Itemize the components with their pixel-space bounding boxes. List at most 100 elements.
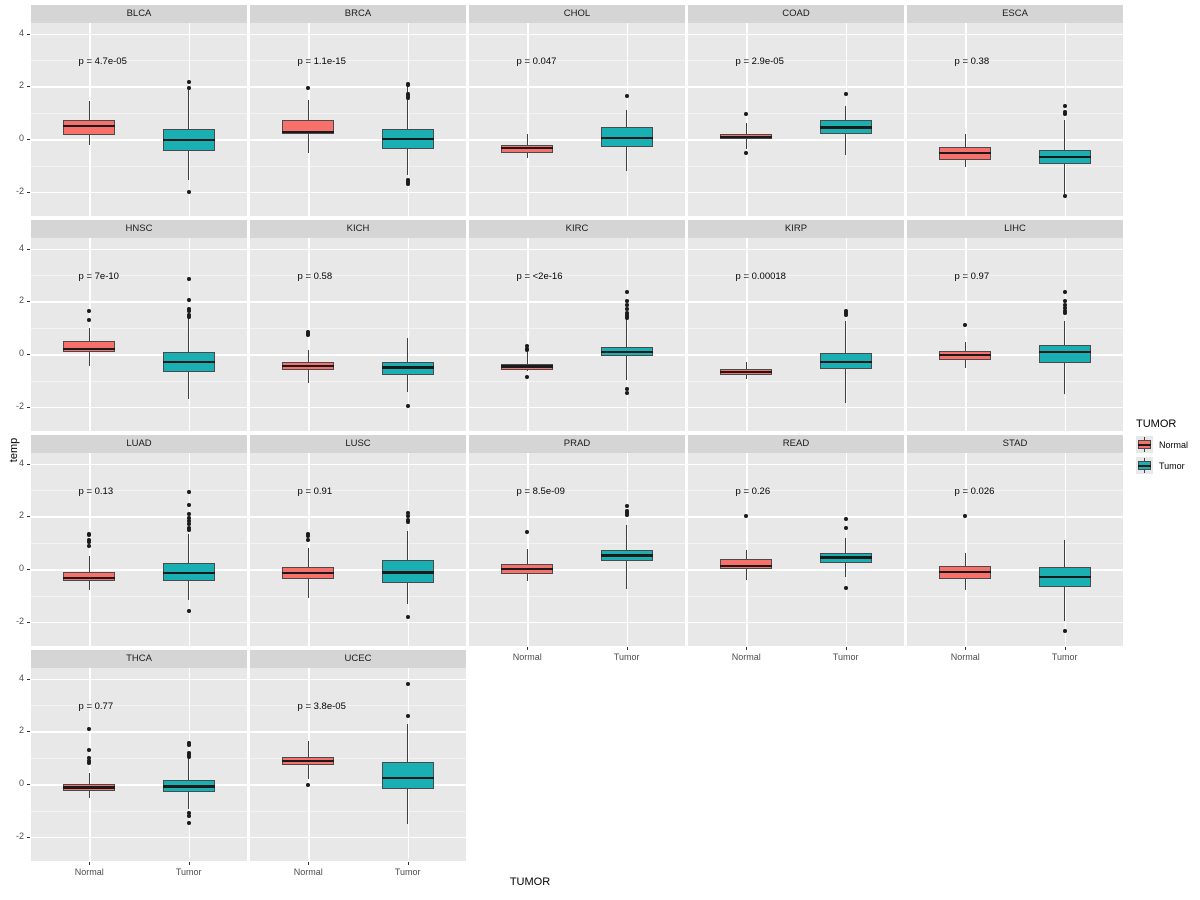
gridline-major-y: [31, 516, 247, 518]
boxplot-median-line: [282, 130, 335, 133]
gridline-major-y: [31, 569, 247, 571]
facet-strip-label: KICH: [250, 220, 466, 238]
gridline-minor-y: [31, 705, 247, 706]
y-tick-label: -2: [15, 616, 24, 627]
facet-strip-label: HNSC: [31, 220, 247, 238]
boxplot-outlier-point: [1062, 628, 1067, 633]
boxplot-outlier-point: [624, 306, 629, 311]
boxplot-box-tumor: [381, 761, 434, 790]
boxplot-outlier-point: [87, 317, 92, 322]
gridline-major-y: [31, 33, 247, 35]
gridline-major-y: [250, 33, 466, 35]
gridline-minor-y: [31, 275, 247, 276]
legend-item-normal[interactable]: Normal: [1136, 436, 1188, 453]
boxplot-median-line: [819, 126, 872, 129]
gridline-major-x-normal: [965, 453, 967, 646]
boxplot-outlier-point: [306, 333, 311, 338]
boxplot-median-line: [1038, 576, 1091, 579]
gridline-major-y: [469, 516, 685, 518]
y-tick-mark: [27, 407, 30, 409]
plot-area: p = 0.047: [469, 23, 685, 216]
boxplot-outlier-point: [843, 526, 848, 531]
gridline-major-y: [907, 139, 1123, 141]
boxplot-box-normal: [720, 559, 773, 570]
gridline-minor-y: [250, 112, 466, 114]
legend: TUMOR Normal Tumor: [1136, 418, 1188, 478]
gridline-major-x-normal: [746, 23, 748, 216]
boxplot-outlier-point: [624, 303, 629, 308]
gridline-major-y: [250, 837, 466, 839]
boxplot-box-normal: [63, 341, 116, 353]
gridline-major-y: [250, 731, 466, 733]
boxplot-outlier-point: [1062, 109, 1067, 114]
gridline-major-y: [250, 569, 466, 571]
gridline-major-x-normal: [746, 238, 748, 431]
boxplot-outlier-point: [843, 308, 848, 313]
y-tick-mark: [27, 86, 30, 88]
y-tick-label: 4: [18, 242, 24, 253]
gridline-major-y: [907, 248, 1123, 250]
boxplot-median-line: [63, 786, 116, 789]
gridline-major-y: [469, 86, 685, 88]
boxplot-median-line: [720, 565, 773, 568]
gridline-minor-y: [469, 490, 685, 491]
boxplot-box-tumor: [162, 562, 215, 582]
legend-key-swatch: [1136, 436, 1153, 453]
boxplot-outlier-point: [405, 95, 410, 100]
gridline-major-x-normal: [746, 453, 748, 646]
facet-panel-hnsc: HNSC p = 7e-10: [31, 220, 247, 431]
boxplot-outlier-point: [306, 783, 311, 788]
gridline-minor-y: [250, 165, 466, 167]
facet-strip-label: LUAD: [31, 435, 247, 453]
boxplot-outlier-point: [186, 755, 191, 760]
y-tick-mark: [27, 784, 30, 786]
gridline-minor-y: [907, 327, 1123, 329]
gridline-minor-y: [907, 60, 1123, 61]
p-value-label: p = 0.38: [954, 56, 990, 68]
x-tick-label-tumor: Tumor: [394, 867, 421, 877]
p-value-label: p = 0.026: [954, 486, 995, 498]
facet-strip-label: READ: [688, 435, 904, 453]
boxplot-outlier-point: [405, 182, 410, 187]
gridline-minor-y: [250, 327, 466, 329]
plot-area: p = 0.26: [688, 453, 904, 646]
boxplot-median-line: [282, 572, 335, 575]
gridline-major-y: [250, 354, 466, 356]
plot-area: p = 4.7e-05: [31, 23, 247, 216]
gridline-minor-y: [250, 542, 466, 544]
plot-area: p = 1.1e-15: [250, 23, 466, 216]
gridline-major-y: [469, 139, 685, 141]
boxplot-box-normal: [282, 120, 335, 135]
gridline-major-y: [907, 86, 1123, 88]
gridline-major-y: [688, 516, 904, 518]
gridline-minor-y: [907, 112, 1123, 114]
gridline-major-y: [688, 407, 904, 409]
gridline-minor-y: [469, 165, 685, 167]
boxplot-outlier-point: [186, 503, 191, 508]
plot-area: p = 0.91: [250, 453, 466, 646]
gridline-major-y: [907, 33, 1123, 35]
boxplot-outlier-point: [405, 83, 410, 88]
gridline-major-x-normal: [965, 238, 967, 431]
facet-panel-kich: KICH p = 0.58: [250, 220, 466, 431]
gridline-major-y: [31, 407, 247, 409]
plot-area: p = 0.38: [907, 23, 1123, 216]
x-tick-mark: [965, 647, 967, 650]
x-tick-label-normal: Normal: [512, 652, 542, 662]
facet-strip-label: STAD: [907, 435, 1123, 453]
boxplot-outlier-point: [624, 93, 629, 98]
gridline-minor-y: [688, 112, 904, 114]
y-tick-mark: [27, 301, 30, 303]
facet-panel-prad: PRAD p = 8.5e-09: [469, 435, 685, 646]
gridline-minor-y: [907, 165, 1123, 167]
legend-item-tumor[interactable]: Tumor: [1136, 457, 1188, 474]
boxplot-outlier-point: [306, 85, 311, 90]
boxplot-box-normal: [63, 571, 116, 582]
gridline-major-y: [31, 678, 247, 680]
boxplot-outlier-point: [186, 85, 191, 90]
gridline-major-y: [250, 516, 466, 518]
boxplot-outlier-point: [525, 374, 530, 379]
plot-area: p = 3.8e-05: [250, 668, 466, 861]
gridline-major-y: [469, 33, 685, 35]
boxplot-outlier-point: [624, 299, 629, 304]
